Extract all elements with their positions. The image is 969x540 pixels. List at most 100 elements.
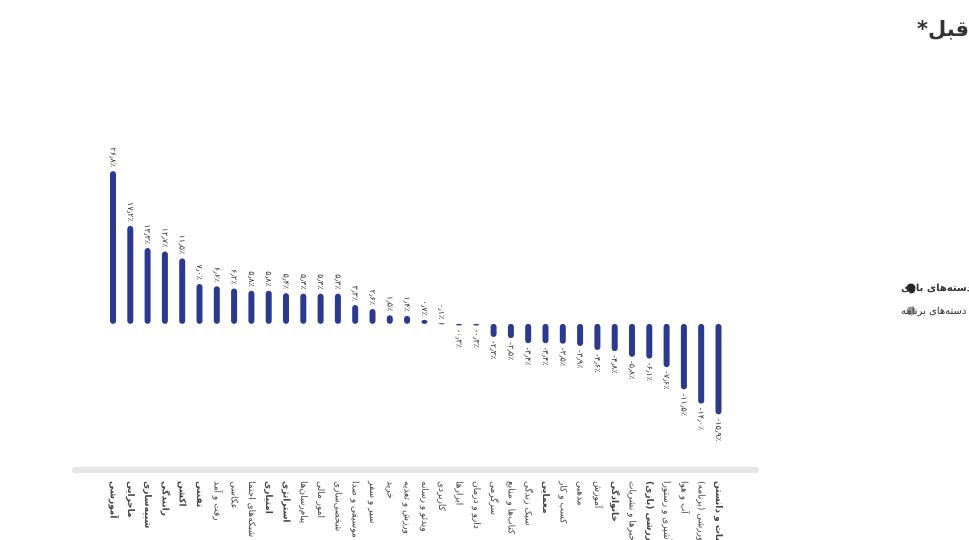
value-label: -۳٫۴٪ [524,347,533,365]
value-label: ۱۷٫۲٪ [126,202,135,222]
value-label: ۲۶٫۸٪ [109,147,118,167]
bar [283,293,289,324]
x-tick-label: خانوادگی [609,481,621,522]
x-tick-label: کاربردی [436,481,446,512]
value-label: ۵٫۴٪ [282,274,291,290]
bar [698,323,705,404]
bar [490,323,497,337]
bar [507,323,514,339]
bar [611,323,618,352]
bar [559,323,566,344]
value-label: -۳٫۵٪ [558,348,567,366]
value-label: -۱۵٫۹٪ [714,418,723,441]
x-tick-label: پیام‌رسان‌ها [298,481,308,524]
bar [542,323,549,344]
bar [438,323,445,325]
bar [525,323,532,344]
legend-marker [906,306,916,316]
bar [456,323,462,326]
x-tick-label: دارو و درمان [471,481,481,529]
x-tick-label: سرگرمی [488,481,500,515]
x-tick-label: خبرها و نشریات [627,481,637,540]
bar [369,309,376,324]
bar [663,323,670,368]
value-label: ۵٫۳٪ [316,274,325,290]
bar [213,286,220,324]
bar [196,283,203,324]
value-label: ۰٫۱٪ [437,304,446,320]
x-tick-label: اکشن [177,481,187,507]
bar [144,248,151,324]
value-label: ۱٫۴٪ [403,296,412,312]
bar [127,225,134,324]
bar [473,323,480,326]
bar [265,290,272,324]
axis-band [72,467,759,473]
value-label: -۵٫۸٪ [628,361,637,379]
x-tick-label: کتاب‌ها و منابع [505,481,515,535]
x-tick-label: ویدئو و رسانه [419,481,429,532]
value-label: -۴٫۶٪ [593,354,602,372]
x-tick-label: مذهبی [575,481,585,506]
bar [715,323,722,415]
value-label: ۶٫۶٪ [212,267,221,283]
x-tick-label: موسیقی و صدا [350,481,360,538]
x-tick-label: امتیازی [263,481,273,514]
bar [161,251,168,324]
bar [386,315,393,324]
x-tick-label: معمایی [540,481,550,514]
x-tick-label: کسب و کار [557,480,567,524]
value-label: ۵٫۳٪ [333,274,342,290]
value-label: ۵٫۳٪ [299,274,308,290]
x-tick-label: سبک زندگی [523,481,535,526]
value-label: ۱۲٫۷٪ [160,228,169,248]
legend-label: دسته‌های بازی [901,283,969,294]
value-label: -۳٫۹٪ [576,350,585,368]
x-tick-label: شبیه‌سازی [142,481,152,528]
value-label: ۱٫۵٪ [385,296,394,312]
value-label: -۶٫۱٪ [645,363,654,381]
x-tick-label: ورزشی (برنامه) [696,481,706,540]
bar [352,305,359,324]
bar [317,293,324,324]
x-tick-label: رفت و آمد [211,481,223,521]
bar [179,258,186,324]
x-tick-label: شبکه‌های اجتما [246,481,256,537]
bar [680,323,687,390]
x-tick-label: رانندگی [159,481,171,516]
value-label: -۳٫۴٪ [541,347,550,365]
chart-title: درصد تغییرات نصب فعال برنامه‌های هر دسته… [917,17,969,41]
value-label: -۴٫۸٪ [610,355,619,373]
bar [629,323,635,357]
x-tick-label: آب و هوا [678,481,690,514]
value-label: -۰٫۳٪ [472,330,481,348]
x-tick-label: ورزش و تغذیه [402,481,412,534]
bar [421,319,428,324]
value-label: ۲٫۶٪ [368,290,377,306]
bar [231,288,238,324]
bar [248,290,255,324]
x-tick-label: امور مالی [315,481,325,518]
value-label: -۱۱٫۵٪ [679,393,688,416]
x-tick-label: ابزارها [454,481,464,505]
value-label: -۲٫۳٪ [489,341,498,359]
legend-label: دسته‌های برنامه [901,306,966,317]
value-label: -۱۴٫۰٪ [697,408,706,431]
x-tick-label: ورزشی (بازی) [644,481,654,540]
value-label: ۵٫۸٪ [264,271,273,287]
value-label: ۱۳٫۳٪ [143,224,152,244]
x-tick-label: خرید [384,481,394,499]
value-label: ۷٫۰٪ [195,264,204,280]
value-label: ۳٫۳٪ [351,286,360,302]
x-tick-label: سیر و سفر [367,480,377,523]
x-tick-label: عکاسی [229,481,239,509]
x-tick-label: آشپزی و رستورا [661,481,673,540]
value-label: -۷٫۶٪ [662,371,671,389]
x-tick-label: شخصی‌سازی [332,481,342,531]
value-label: ۶٫۲٪ [230,269,239,285]
bar [334,293,341,324]
value-label: ۰٫۷٪ [420,300,429,316]
x-tick-label: استراتژی [281,481,291,523]
